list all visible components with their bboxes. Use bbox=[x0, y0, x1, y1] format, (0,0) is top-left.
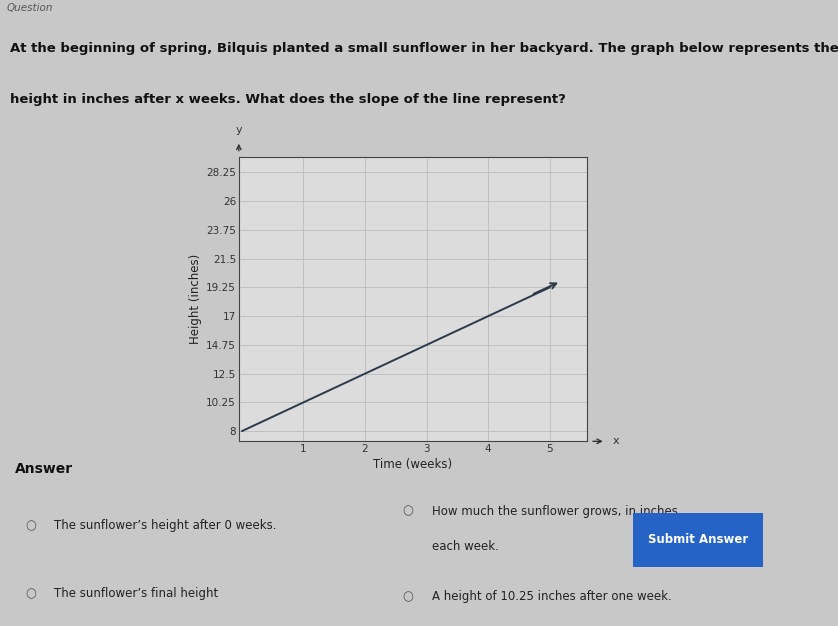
Text: Answer: Answer bbox=[15, 462, 73, 476]
Text: A height of 10.25 inches after one week.: A height of 10.25 inches after one week. bbox=[432, 590, 671, 603]
Text: The sunflower’s final height: The sunflower’s final height bbox=[54, 587, 219, 600]
Text: Submit Answer: Submit Answer bbox=[648, 533, 747, 546]
Text: ○: ○ bbox=[402, 505, 413, 518]
Y-axis label: Height (inches): Height (inches) bbox=[189, 254, 202, 344]
Text: ○: ○ bbox=[25, 587, 36, 600]
Text: The sunflower’s height after 0 weeks.: The sunflower’s height after 0 weeks. bbox=[54, 519, 277, 532]
Text: height in inches after x weeks. What does the slope of the line represent?: height in inches after x weeks. What doe… bbox=[10, 93, 566, 106]
Text: y: y bbox=[235, 125, 242, 135]
Text: each week.: each week. bbox=[432, 540, 499, 553]
Text: ○: ○ bbox=[25, 519, 36, 532]
Text: Question: Question bbox=[7, 3, 53, 13]
X-axis label: Time (weeks): Time (weeks) bbox=[373, 458, 453, 471]
Text: x: x bbox=[613, 436, 619, 446]
Text: At the beginning of spring, Bilquis planted a small sunflower in her backyard. T: At the beginning of spring, Bilquis plan… bbox=[10, 42, 838, 55]
Text: ○: ○ bbox=[402, 590, 413, 603]
Text: How much the sunflower grows, in inches,: How much the sunflower grows, in inches, bbox=[432, 505, 681, 518]
